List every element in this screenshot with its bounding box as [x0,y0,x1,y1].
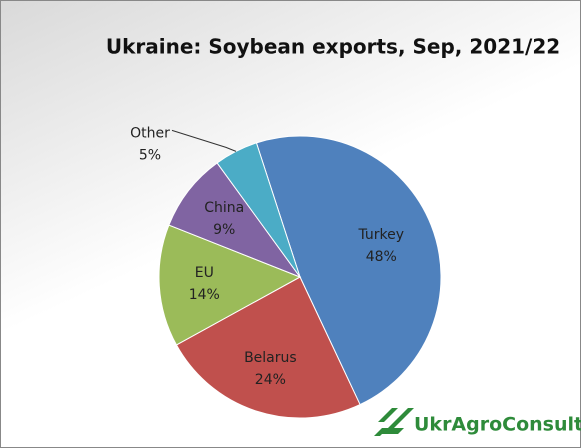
slice-value-label: 5% [139,147,161,163]
slice-value-label: 48% [366,249,397,265]
slice-label: China [204,200,244,216]
pie-slice [175,276,361,419]
slice-label: Other [130,125,170,141]
slice-value-label: 9% [213,222,235,238]
slice-value-label: 24% [255,372,286,388]
pie-slice [168,162,302,279]
slice-label: Belarus [244,350,297,366]
slice-value-label: 14% [189,287,220,303]
slice-label: Turkey [357,227,404,243]
leader-line [171,129,237,152]
logo: UkrAgroConsult [374,408,581,436]
slice-label: EU [195,265,214,281]
logo-icon [374,408,414,436]
logo-text: UkrAgroConsult [414,414,581,436]
pie-slice [158,224,302,346]
pie-slice [255,135,442,406]
chart-title: Ukraine: Soybean exports, Sep, 2021/22 [106,35,560,59]
pie-slice [216,142,301,278]
